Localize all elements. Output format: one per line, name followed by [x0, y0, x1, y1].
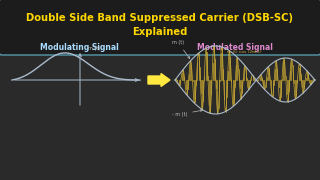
- Text: Modulated Signal: Modulated Signal: [197, 42, 273, 51]
- Text: m (t): m (t): [88, 46, 100, 51]
- Text: - m (t): - m (t): [172, 110, 202, 117]
- Text: Modulating Signal: Modulating Signal: [40, 42, 119, 51]
- Text: m (t): m (t): [172, 40, 190, 58]
- Text: Double Side Band Suppressed Carrier (DSB-SC): Double Side Band Suppressed Carrier (DSB…: [27, 13, 293, 23]
- Text: m (t) cos (2πf₀t): m (t) cos (2πf₀t): [227, 50, 261, 54]
- Text: Explained: Explained: [132, 27, 188, 37]
- FancyBboxPatch shape: [0, 0, 320, 55]
- FancyArrow shape: [148, 73, 170, 87]
